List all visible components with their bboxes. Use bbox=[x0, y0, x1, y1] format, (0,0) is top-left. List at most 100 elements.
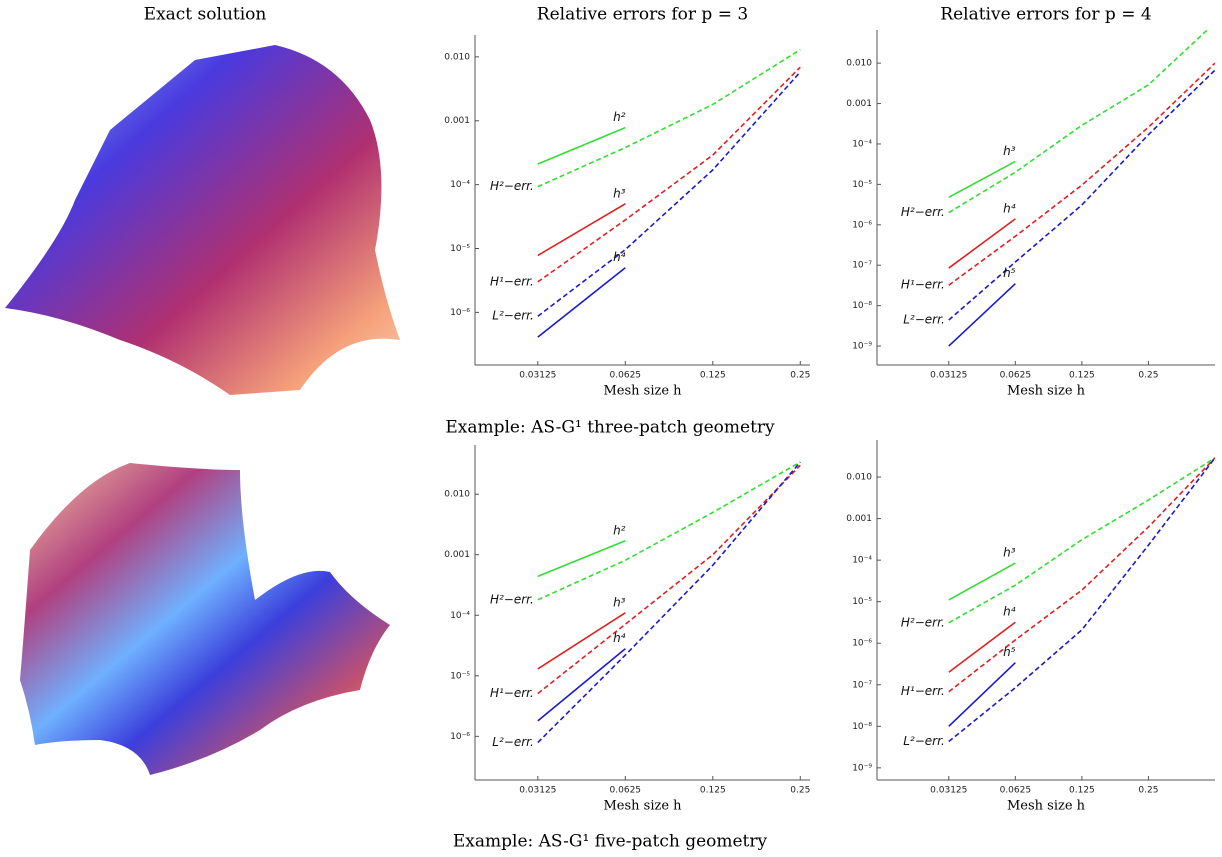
series-label: h² bbox=[613, 110, 626, 124]
series-line bbox=[537, 540, 626, 578]
series-label: L²−err. bbox=[492, 735, 534, 749]
series-label: H²−err. bbox=[901, 615, 945, 629]
series-label: h⁵ bbox=[1003, 266, 1016, 280]
series-label: H¹−err. bbox=[901, 684, 945, 698]
x-tick-label: 0.125 bbox=[1069, 786, 1095, 796]
y-tick-label: 0.010 bbox=[444, 52, 470, 62]
series-label: H²−err. bbox=[490, 179, 534, 193]
x-tick-label: 0.0625 bbox=[1000, 786, 1032, 796]
series-label: h⁴ bbox=[613, 250, 626, 264]
series-line bbox=[537, 612, 626, 670]
series-line bbox=[537, 648, 626, 722]
y-tick-label: 10⁻⁴ bbox=[852, 556, 872, 566]
y-tick-label: 10⁻⁹ bbox=[852, 342, 872, 352]
series-label: h⁴ bbox=[613, 631, 626, 645]
y-tick-label: 10⁻⁹ bbox=[852, 763, 872, 773]
chart-title: Relative errors for p = 4 bbox=[940, 5, 1151, 25]
x-tick-label: 0.25 bbox=[790, 786, 810, 796]
series-line bbox=[537, 461, 801, 601]
y-tick-label: 10⁻⁵ bbox=[450, 671, 470, 681]
series-line bbox=[948, 621, 1016, 673]
y-tick-label: 0.001 bbox=[846, 99, 872, 109]
x-axis-label: Mesh size h bbox=[1007, 799, 1086, 814]
surface-plot bbox=[5, 45, 400, 395]
y-tick-label: 10⁻⁶ bbox=[450, 308, 470, 318]
series-line bbox=[537, 71, 801, 317]
x-axis-label: Mesh size h bbox=[1007, 384, 1086, 399]
x-tick-label: 0.125 bbox=[700, 371, 726, 381]
series-line bbox=[948, 662, 1016, 727]
series-line bbox=[537, 461, 801, 744]
x-tick-label: 0.0625 bbox=[610, 371, 642, 381]
series-label: H¹−err. bbox=[490, 686, 534, 700]
series-line bbox=[537, 66, 801, 283]
x-tick-label: 0.125 bbox=[1069, 371, 1095, 381]
series-label: h³ bbox=[613, 186, 626, 200]
x-tick-label: 0.125 bbox=[700, 786, 726, 796]
series-line bbox=[948, 562, 1016, 601]
series-label: H¹−err. bbox=[490, 274, 534, 288]
series-line bbox=[948, 160, 1016, 198]
y-tick-label: 0.010 bbox=[444, 490, 470, 500]
surface-plot bbox=[20, 463, 390, 775]
y-tick-label: 10⁻⁶ bbox=[852, 220, 872, 230]
series-line bbox=[948, 62, 1215, 286]
y-tick-label: 10⁻⁴ bbox=[852, 139, 872, 149]
x-tick-label: 0.03125 bbox=[519, 371, 556, 381]
y-tick-label: 10⁻⁴ bbox=[450, 611, 470, 621]
y-tick-label: 10⁻⁶ bbox=[852, 639, 872, 649]
series-label: L²−err. bbox=[903, 734, 945, 748]
series-line bbox=[948, 218, 1016, 269]
y-tick-label: 0.001 bbox=[846, 514, 872, 524]
x-tick-label: 0.03125 bbox=[930, 371, 967, 381]
x-tick-label: 0.0625 bbox=[610, 786, 642, 796]
y-tick-label: 0.001 bbox=[444, 550, 470, 560]
series-line bbox=[948, 457, 1215, 624]
x-tick-label: 0.25 bbox=[790, 371, 810, 381]
x-axis-label: Mesh size h bbox=[603, 384, 682, 399]
chart-title: Relative errors for p = 3 bbox=[537, 5, 748, 25]
series-label: L²−err. bbox=[903, 313, 945, 327]
column-header: Exact solution bbox=[144, 5, 267, 25]
series-label: H¹−err. bbox=[901, 278, 945, 292]
series-label: h³ bbox=[1003, 546, 1016, 560]
y-tick-label: 10⁻⁶ bbox=[450, 732, 470, 742]
series-line bbox=[948, 457, 1215, 693]
series-line bbox=[537, 48, 801, 188]
plot-area bbox=[537, 461, 801, 744]
y-tick-label: 10⁻⁷ bbox=[852, 261, 872, 271]
series-line bbox=[537, 203, 626, 257]
caption: Example: AS-G¹ three-patch geometry bbox=[445, 418, 775, 438]
plot-area bbox=[948, 30, 1215, 347]
y-tick-label: 10⁻⁴ bbox=[450, 180, 470, 190]
plot-area bbox=[537, 48, 801, 338]
y-tick-label: 10⁻⁵ bbox=[852, 597, 872, 607]
series-label: h³ bbox=[613, 595, 626, 609]
series-line bbox=[948, 69, 1215, 321]
series-label: h⁵ bbox=[1003, 645, 1016, 659]
series-line bbox=[537, 464, 801, 695]
series-line bbox=[537, 267, 626, 338]
series-line bbox=[948, 457, 1215, 743]
x-tick-label: 0.25 bbox=[1138, 786, 1158, 796]
x-tick-label: 0.0625 bbox=[1000, 371, 1032, 381]
series-label: L²−err. bbox=[492, 309, 534, 323]
y-tick-label: 0.001 bbox=[444, 116, 470, 126]
x-tick-label: 0.03125 bbox=[519, 786, 556, 796]
series-line bbox=[948, 30, 1209, 214]
y-tick-label: 10⁻⁵ bbox=[450, 244, 470, 254]
y-tick-label: 10⁻⁸ bbox=[852, 301, 872, 311]
series-label: h⁴ bbox=[1003, 201, 1016, 215]
caption: Example: AS-G¹ five-patch geometry bbox=[453, 832, 768, 852]
x-tick-label: 0.25 bbox=[1138, 371, 1158, 381]
y-tick-label: 10⁻⁷ bbox=[852, 680, 872, 690]
y-tick-label: 0.010 bbox=[846, 473, 872, 483]
series-label: h⁴ bbox=[1003, 605, 1016, 619]
series-label: H²−err. bbox=[901, 205, 945, 219]
series-label: h³ bbox=[1003, 144, 1016, 158]
plot-area bbox=[948, 457, 1215, 743]
y-tick-label: 10⁻⁸ bbox=[852, 722, 872, 732]
x-tick-label: 0.03125 bbox=[930, 786, 967, 796]
series-line bbox=[948, 283, 1016, 347]
